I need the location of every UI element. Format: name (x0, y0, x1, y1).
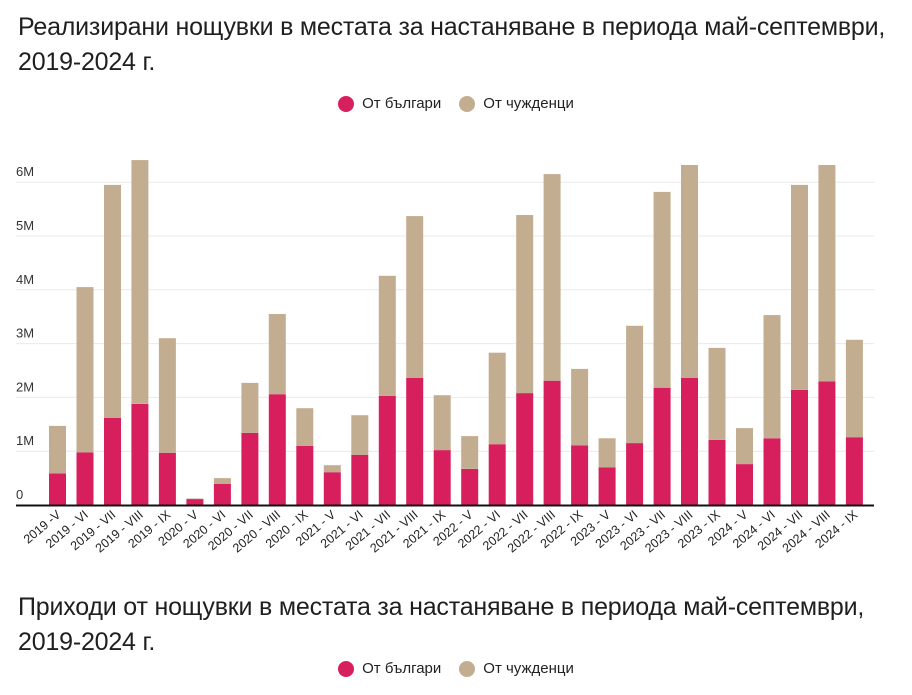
bar-foreigners[interactable] (158, 338, 176, 453)
bar-bulgarians[interactable] (543, 380, 561, 505)
bar-bulgarians[interactable] (296, 445, 314, 505)
legend-item-foreigners[interactable]: От чужденци (459, 660, 574, 677)
bar-foreigners[interactable] (681, 165, 698, 378)
legend-dot-foreigners (459, 95, 476, 112)
bars (49, 160, 863, 505)
legend-revenue: От българи От чужденци (0, 660, 912, 677)
bar-foreigners[interactable] (351, 415, 369, 455)
y-tick-label: 3M (16, 326, 34, 341)
chart-title-revenue: Приходи от нощувки в местата за настаняв… (18, 593, 865, 656)
bar-foreigners[interactable] (818, 165, 836, 382)
y-tick-label: 0 (16, 487, 23, 502)
bar-bulgarians[interactable] (158, 452, 176, 505)
bar-foreigners[interactable] (488, 352, 506, 445)
y-tick-label: 5M (16, 218, 34, 233)
bar-bulgarians[interactable] (516, 393, 534, 505)
legend-item-bulgarians[interactable]: От българи (338, 660, 441, 677)
bar-bulgarians[interactable] (763, 438, 781, 505)
bar-foreigners[interactable] (406, 216, 424, 378)
legend-dot-bulgarians (338, 95, 355, 112)
bar-bulgarians[interactable] (818, 381, 836, 505)
bar-foreigners[interactable] (433, 395, 451, 451)
bar-bulgarians[interactable] (49, 473, 66, 505)
bar-bulgarians[interactable] (845, 437, 863, 505)
legend-item-bulgarians[interactable]: От българи (338, 95, 441, 112)
legend-label-foreigners: От чужденци (483, 95, 574, 112)
bar-bulgarians[interactable] (653, 387, 671, 505)
bar-foreigners[interactable] (845, 339, 863, 438)
bar-bulgarians[interactable] (351, 455, 369, 505)
bar-foreigners[interactable] (241, 382, 259, 433)
bar-foreigners[interactable] (213, 478, 231, 484)
legend-dot-bulgarians (338, 660, 355, 677)
bar-bulgarians[interactable] (626, 443, 644, 505)
bar-foreigners[interactable] (296, 408, 314, 446)
bar-bulgarians[interactable] (268, 394, 286, 505)
legend-item-foreigners[interactable]: От чужденци (459, 95, 574, 112)
bar-foreigners[interactable] (268, 314, 286, 395)
y-axis-ticks: 0 1M 2M 3M 4M 5M 6M (16, 164, 34, 502)
bar-bulgarians[interactable] (488, 444, 506, 505)
bar-bulgarians[interactable] (406, 378, 424, 505)
bar-foreigners[interactable] (708, 347, 726, 440)
legend-label-foreigners: От чужденци (483, 660, 574, 677)
bar-foreigners[interactable] (104, 184, 121, 418)
bar-foreigners[interactable] (186, 498, 204, 500)
y-tick-label: 1M (16, 433, 34, 448)
chart-title-nights: Реализирани нощувки в местата за настаня… (18, 13, 886, 76)
bar-bulgarians[interactable] (131, 403, 149, 505)
bar-bulgarians[interactable] (378, 395, 396, 505)
bar-foreigners[interactable] (736, 428, 753, 465)
bar-bulgarians[interactable] (791, 389, 808, 505)
bar-bulgarians[interactable] (571, 445, 589, 505)
bar-foreigners[interactable] (516, 215, 534, 394)
bar-foreigners[interactable] (543, 174, 561, 381)
bar-bulgarians[interactable] (681, 378, 698, 505)
bar-foreigners[interactable] (626, 325, 644, 444)
y-tick-label: 4M (16, 272, 34, 287)
bar-foreigners[interactable] (378, 275, 396, 396)
bar-bulgarians[interactable] (708, 439, 726, 505)
legend-label-bulgarians: От българи (362, 95, 442, 112)
bar-foreigners[interactable] (461, 436, 479, 469)
bar-bulgarians[interactable] (76, 452, 94, 505)
bar-bulgarians[interactable] (213, 484, 231, 505)
bar-foreigners[interactable] (131, 160, 149, 404)
bar-foreigners[interactable] (598, 438, 616, 468)
legend-nights: От българи От чужденци (0, 95, 912, 112)
legend-dot-foreigners (459, 660, 476, 677)
bar-foreigners[interactable] (791, 184, 808, 390)
legend-label-bulgarians: От българи (362, 660, 442, 677)
bar-foreigners[interactable] (323, 465, 341, 473)
bar-bulgarians[interactable] (736, 464, 753, 505)
bar-bulgarians[interactable] (186, 499, 204, 505)
bar-bulgarians[interactable] (104, 417, 121, 505)
bar-bulgarians[interactable] (433, 450, 451, 505)
y-tick-label: 2M (16, 379, 34, 394)
bar-bulgarians[interactable] (323, 472, 341, 505)
bar-foreigners[interactable] (76, 287, 94, 453)
bar-bulgarians[interactable] (461, 469, 479, 505)
bar-foreigners[interactable] (763, 315, 781, 439)
bar-bulgarians[interactable] (241, 432, 259, 505)
bar-foreigners[interactable] (653, 191, 671, 388)
bar-foreigners[interactable] (571, 368, 589, 446)
y-tick-label: 6M (16, 164, 34, 179)
bar-bulgarians[interactable] (598, 467, 616, 505)
bar-foreigners[interactable] (49, 425, 66, 474)
